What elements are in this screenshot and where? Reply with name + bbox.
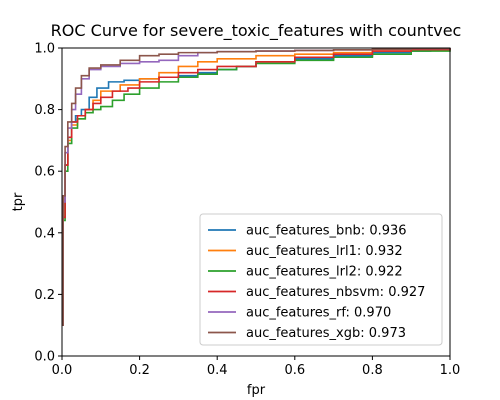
y-tick-label: 0.6 <box>34 165 55 180</box>
legend-label-3: auc_features_nbsvm: 0.927 <box>246 285 425 300</box>
legend-label-4: auc_features_rf: 0.970 <box>246 306 391 321</box>
legend: auc_features_bnb: 0.936 auc_features_lrl1… <box>199 213 443 346</box>
legend-box <box>199 213 443 346</box>
y-tick-label: 0.8 <box>34 103 55 118</box>
y-tick-label: 1.0 <box>34 42 55 57</box>
y-tick-label: 0.4 <box>34 226 55 241</box>
x-tick-label: 0.2 <box>129 363 150 378</box>
x-tick-label: 0.6 <box>284 363 305 378</box>
legend-label-0: auc_features_bnb: 0.936 <box>246 224 407 239</box>
x-tick-label: 0.8 <box>362 363 383 378</box>
x-axis-label: fpr <box>247 383 266 398</box>
x-tick-label: 1.0 <box>440 363 461 378</box>
x-tick-label: 0.0 <box>52 363 73 378</box>
legend-label-5: auc_features_xgb: 0.973 <box>246 326 406 341</box>
ticks-layer: 0.0 0.2 0.4 0.6 0.8 1.0 0.0 0.2 0.4 0.6 0.8 1.0 <box>34 42 460 379</box>
y-axis-label: tpr <box>11 192 26 211</box>
chart-title: ROC Curve for severe_toxic_features with… <box>51 21 462 41</box>
series-layer <box>62 47 451 326</box>
x-tick-label: 0.4 <box>207 363 228 378</box>
legend-label-1: auc_features_lrl1: 0.932 <box>246 244 403 259</box>
plot-frame <box>61 47 451 357</box>
y-tick-label: 0.0 <box>34 350 55 365</box>
y-tick-label: 0.2 <box>34 288 55 303</box>
series-line-3 <box>62 48 451 326</box>
series-line-5 <box>62 47 451 326</box>
legend-label-2: auc_features_lrl2: 0.922 <box>246 265 403 280</box>
